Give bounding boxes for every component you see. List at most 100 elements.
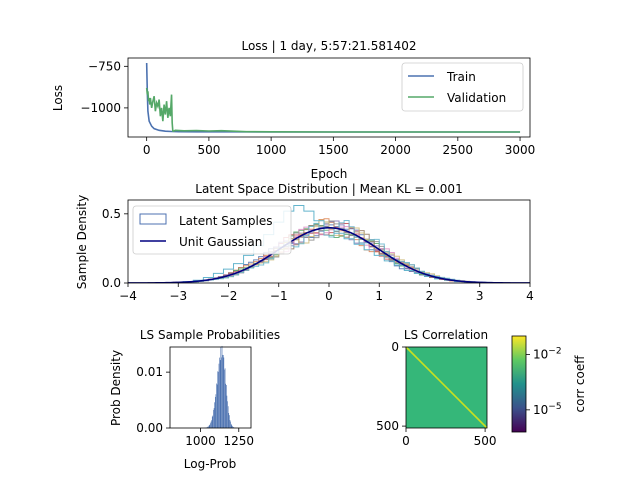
correlation-chart-title: LS Correlation bbox=[404, 328, 488, 342]
loss-legend: Train Validation bbox=[402, 63, 523, 111]
logprob-bar bbox=[214, 408, 215, 428]
logprob-chart-title: LS Sample Probabilities bbox=[140, 328, 280, 342]
latent-chart-title: Latent Space Distribution | Mean KL = 0.… bbox=[195, 182, 462, 196]
loss-x-label: Epoch bbox=[311, 167, 348, 181]
logprob-histogram bbox=[204, 346, 239, 428]
logprob-bar bbox=[227, 396, 228, 428]
logprob-bar bbox=[226, 385, 227, 428]
logprob-bar bbox=[228, 413, 229, 428]
latent-legend: Latent Samples Unit Gaussian bbox=[133, 206, 291, 254]
loss-x-ticks: 0 500 1000 1500 2000 2500 3000 bbox=[143, 137, 535, 157]
logprob-bar bbox=[220, 360, 221, 428]
latent-x-tick-label: −1 bbox=[270, 289, 288, 303]
logprob-bar bbox=[215, 397, 216, 428]
latent-x-tick-label: 0 bbox=[325, 289, 333, 303]
logprob-bar bbox=[214, 402, 215, 428]
logprob-bar bbox=[216, 384, 217, 429]
latent-x-tick-label: 1 bbox=[375, 289, 383, 303]
logprob-bar bbox=[225, 368, 226, 428]
logprob-y-label: Prob Density bbox=[109, 350, 123, 426]
loss-y-label: Loss bbox=[51, 85, 65, 111]
correlation-colorbar: 10−2 10−5 corr coeff bbox=[512, 336, 587, 432]
logprob-bar bbox=[225, 384, 226, 428]
latent-y-tick-label: 0.0 bbox=[102, 276, 121, 290]
loss-y-tick-label: −750 bbox=[88, 59, 121, 73]
logprob-bar bbox=[224, 370, 225, 428]
loss-chart: Loss | 1 day, 5:57:21.581402 0 500 1000 150… bbox=[51, 39, 535, 181]
legend-validation-label: Validation bbox=[447, 91, 506, 105]
latent-x-tick-label: −4 bbox=[119, 289, 137, 303]
loss-x-tick-label: 2500 bbox=[443, 143, 474, 157]
logprob-bar bbox=[211, 420, 212, 428]
logprob-x-label: Log-Prob bbox=[184, 457, 236, 471]
loss-x-tick-label: 2000 bbox=[380, 143, 411, 157]
logprob-bar bbox=[217, 371, 218, 428]
logprob-bar bbox=[213, 416, 214, 428]
latent-x-tick-label: 2 bbox=[426, 289, 434, 303]
logprob-y-ticks: 0.00 0.01 bbox=[136, 365, 170, 435]
logprob-bar bbox=[221, 357, 222, 428]
latent-chart: Latent Space Distribution | Mean KL = 0.… bbox=[75, 182, 534, 303]
logprob-bar bbox=[209, 425, 210, 428]
latent-y-ticks: 0.0 0.5 bbox=[102, 207, 128, 290]
logprob-bar bbox=[230, 420, 231, 428]
logprob-x-tick-label: 1000 bbox=[185, 434, 216, 448]
logprob-bar bbox=[231, 424, 232, 428]
correlation-y-tick-label: 500 bbox=[376, 419, 399, 433]
latent-y-label: Sample Density bbox=[75, 195, 89, 289]
colorbar-label: corr coeff bbox=[573, 355, 587, 413]
legend-unit-gaussian-label: Unit Gaussian bbox=[179, 235, 262, 249]
logprob-bar bbox=[228, 406, 229, 428]
logprob-bar bbox=[219, 358, 220, 428]
logprob-bar bbox=[209, 425, 210, 428]
correlation-y-tick-label: 0 bbox=[391, 340, 399, 354]
colorbar-tick-label: 10−5 bbox=[533, 402, 562, 417]
logprob-bar bbox=[221, 347, 222, 428]
latent-y-tick-label: 0.5 bbox=[102, 207, 121, 221]
logprob-bar bbox=[217, 385, 218, 428]
loss-x-tick-label: 1500 bbox=[318, 143, 349, 157]
correlation-x-tick-label: 500 bbox=[474, 434, 497, 448]
logprob-bar bbox=[211, 422, 212, 428]
logprob-bar bbox=[210, 423, 211, 428]
logprob-bar bbox=[232, 425, 233, 428]
colorbar-gradient bbox=[512, 336, 526, 432]
logprob-bar bbox=[218, 372, 219, 428]
latent-x-tick-label: −2 bbox=[220, 289, 238, 303]
logprob-bar bbox=[230, 422, 231, 428]
loss-y-ticks: −750 −1000 bbox=[80, 59, 128, 115]
legend-train-label: Train bbox=[446, 70, 476, 84]
logprob-bar bbox=[212, 417, 213, 428]
logprob-bar bbox=[227, 401, 228, 428]
latent-x-tick-label: 3 bbox=[476, 289, 484, 303]
loss-x-tick-label: 500 bbox=[197, 143, 220, 157]
logprob-x-ticks: 1000 1250 bbox=[185, 428, 254, 448]
latent-x-tick-label: 4 bbox=[526, 289, 534, 303]
legend-latent-samples-label: Latent Samples bbox=[179, 214, 273, 228]
latent-x-tick-label: −3 bbox=[169, 289, 187, 303]
latent-x-ticks: −4 −3 −2 −1 0 1 2 3 4 bbox=[119, 283, 534, 303]
loss-y-tick-label: −1000 bbox=[80, 101, 121, 115]
logprob-bar bbox=[222, 346, 223, 428]
logprob-bar bbox=[216, 394, 217, 428]
logprob-bar bbox=[223, 355, 224, 428]
logprob-bar bbox=[213, 410, 214, 428]
logprob-y-tick-label: 0.01 bbox=[136, 365, 163, 379]
loss-x-tick-label: 3000 bbox=[505, 143, 536, 157]
logprob-bar bbox=[229, 415, 230, 428]
loss-chart-title: Loss | 1 day, 5:57:21.581402 bbox=[241, 39, 416, 53]
loss-x-tick-label: 0 bbox=[143, 143, 151, 157]
logprob-bar bbox=[224, 358, 225, 428]
logprob-bar bbox=[219, 364, 220, 428]
logprob-axes-frame bbox=[170, 347, 251, 428]
loss-x-tick-label: 1000 bbox=[256, 143, 287, 157]
logprob-x-tick-label: 1250 bbox=[224, 434, 255, 448]
logprob-y-tick-label: 0.00 bbox=[136, 421, 163, 435]
colorbar-ticks: 10−2 10−5 bbox=[526, 346, 562, 416]
colorbar-tick-label: 10−2 bbox=[533, 346, 562, 361]
